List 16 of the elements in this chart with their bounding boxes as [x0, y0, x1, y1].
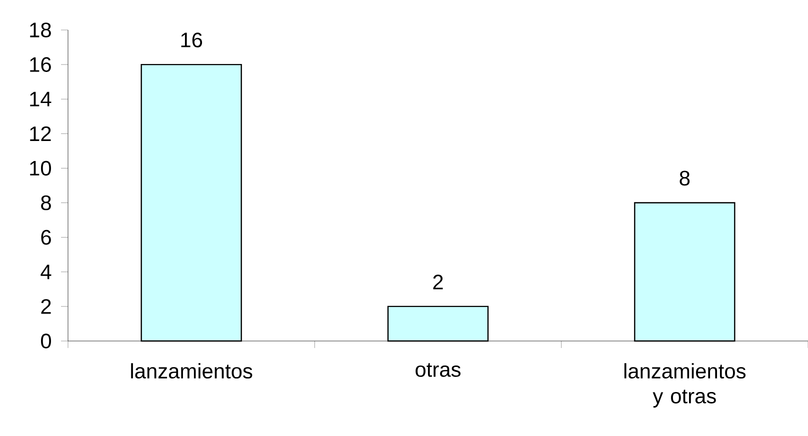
x-tick-label: otras: [416, 363, 460, 377]
y-tick-label: 14: [30, 92, 52, 106]
x-tick-label: lanzamientos y otras: [624, 363, 746, 408]
data-label: 8: [680, 170, 690, 186]
y-tick-label: 18: [30, 22, 51, 38]
y-tick-label: 12: [30, 126, 51, 141]
y-tick-label: 8: [41, 195, 51, 210]
y-tick-label: 4: [40, 264, 52, 280]
data-label: 2: [433, 274, 443, 290]
x-tick-label: lanzamientos: [131, 363, 252, 379]
y-tick-label: 16: [30, 57, 51, 72]
y-tick-label: 6: [41, 230, 51, 245]
data-label: 16: [181, 32, 202, 48]
y-tick-label: 0: [41, 334, 52, 348]
y-tick-label: 2: [41, 299, 51, 314]
y-tick-label: 10: [30, 160, 51, 176]
